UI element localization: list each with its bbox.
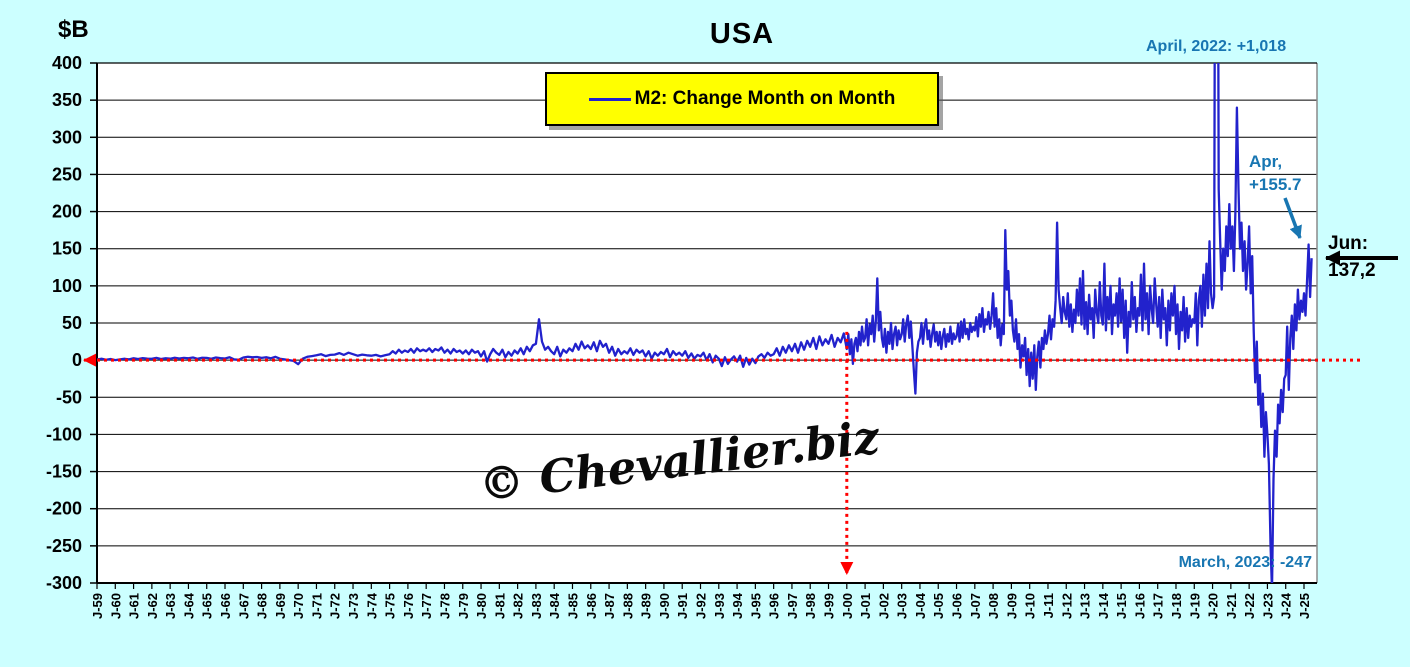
legend-line-sample-icon bbox=[588, 97, 631, 101]
x-tick-label: J-93 bbox=[712, 593, 727, 619]
x-tick-label: J-71 bbox=[309, 593, 324, 619]
y-tick-label: 350 bbox=[52, 90, 82, 110]
x-tick-label: J-82 bbox=[511, 593, 526, 619]
x-tick-label: J-76 bbox=[401, 593, 416, 619]
x-tick-label: J-18 bbox=[1169, 593, 1184, 619]
x-tick-label: J-77 bbox=[419, 593, 434, 619]
x-tick-label: J-25 bbox=[1297, 593, 1312, 619]
x-tick-label: J-99 bbox=[822, 593, 837, 619]
x-tick-label: J-13 bbox=[1078, 593, 1093, 619]
x-tick-label: J-23 bbox=[1260, 593, 1275, 619]
m2-series-line bbox=[97, 63, 1313, 583]
x-tick-label: J-85 bbox=[565, 593, 580, 619]
x-tick-label: J-07 bbox=[968, 593, 983, 619]
x-tick-label: J-72 bbox=[328, 593, 343, 619]
x-tick-label: J-24 bbox=[1279, 592, 1294, 619]
x-tick-label: J-75 bbox=[383, 593, 398, 619]
x-tick-label: J-67 bbox=[236, 593, 251, 619]
y-tick-label: -50 bbox=[56, 387, 82, 407]
annotation-apr-2025: Apr, +155.7 bbox=[1249, 150, 1301, 196]
y-tick-label: -300 bbox=[46, 573, 82, 593]
x-tick-label: J-19 bbox=[1187, 593, 1202, 619]
y-tick-label: -100 bbox=[46, 424, 82, 444]
annotation-peak-april-2022: April, 2022: +1,018 bbox=[1146, 38, 1287, 55]
y-tick-label: -250 bbox=[46, 536, 82, 556]
x-tick-label: J-60 bbox=[108, 593, 123, 619]
y-tick-label: 150 bbox=[52, 239, 82, 259]
x-tick-label: J-70 bbox=[291, 593, 306, 619]
x-tick-label: J-92 bbox=[694, 593, 709, 619]
x-tick-label: J-14 bbox=[1096, 592, 1111, 619]
x-tick-label: J-68 bbox=[255, 593, 270, 619]
x-tick-label: J-74 bbox=[364, 592, 379, 619]
chart-title: USA bbox=[709, 18, 775, 50]
y-tick-label: 200 bbox=[52, 202, 82, 222]
x-tick-label: J-05 bbox=[931, 593, 946, 619]
y-tick-label: -200 bbox=[46, 499, 82, 519]
x-tick-label: J-61 bbox=[127, 593, 142, 619]
apr-annotation-arrow bbox=[1283, 197, 1302, 239]
x-tick-label: J-95 bbox=[748, 593, 763, 619]
x-tick-label: J-00 bbox=[840, 593, 855, 619]
x-tick-label: J-98 bbox=[803, 593, 818, 619]
x-tick-label: J-59 bbox=[90, 593, 105, 619]
legend-box: M2: Change Month on Month bbox=[545, 72, 939, 126]
y-axis-unit-label: $B bbox=[58, 16, 89, 43]
x-tick-label: J-79 bbox=[456, 593, 471, 619]
x-tick-label: J-66 bbox=[218, 593, 233, 619]
y-tick-label: 100 bbox=[52, 276, 82, 296]
x-tick-label: J-97 bbox=[785, 593, 800, 619]
x-tick-label: J-62 bbox=[145, 593, 160, 619]
annotation-trough-march-2023: March, 2023: -247 bbox=[1178, 554, 1312, 571]
x-tick-label: J-83 bbox=[529, 593, 544, 619]
y-tick-label: 50 bbox=[62, 313, 82, 333]
x-tick-label: J-96 bbox=[767, 593, 782, 619]
x-tick-label: J-69 bbox=[273, 593, 288, 619]
x-tick-label: J-15 bbox=[1114, 593, 1129, 619]
y-tick-label: 0 bbox=[72, 350, 82, 370]
x-tick-label: J-86 bbox=[584, 593, 599, 619]
y-tick-label: 300 bbox=[52, 127, 82, 147]
x-tick-label: J-65 bbox=[200, 593, 215, 619]
x-tick-label: J-10 bbox=[1023, 593, 1038, 619]
y-tick-label: 250 bbox=[52, 164, 82, 184]
x-tick-label: J-02 bbox=[876, 593, 891, 619]
annotation-jun-value: 137,2 bbox=[1328, 260, 1376, 281]
x-tick-label: J-78 bbox=[437, 593, 452, 619]
x-tick-label: J-22 bbox=[1242, 593, 1257, 619]
x-tick-label: J-17 bbox=[1151, 593, 1166, 619]
x-tick-label: J-90 bbox=[657, 593, 672, 619]
x-tick-label: J-01 bbox=[858, 593, 873, 619]
legend-series-label: M2: Change Month on Month bbox=[634, 88, 896, 109]
y-tick-label: -150 bbox=[46, 462, 82, 482]
annotation-apr-line1: Apr, bbox=[1249, 152, 1283, 171]
x-tick-label: J-03 bbox=[895, 593, 910, 619]
y-tick-label: 400 bbox=[52, 53, 82, 73]
x-tick-label: J-73 bbox=[346, 593, 361, 619]
x-tick-label: J-06 bbox=[950, 593, 965, 619]
x-tick-label: J-84 bbox=[547, 592, 562, 619]
x-tick-label: J-08 bbox=[986, 593, 1001, 619]
x-tick-label: J-80 bbox=[474, 593, 489, 619]
x-tick-label: J-81 bbox=[492, 593, 507, 619]
annotation-apr-line2: +155.7 bbox=[1249, 175, 1302, 194]
x-tick-label: J-09 bbox=[1004, 593, 1019, 619]
x-tick-label: J-88 bbox=[620, 593, 635, 619]
x-tick-label: J-16 bbox=[1132, 593, 1147, 619]
x-tick-label: J-12 bbox=[1059, 593, 1074, 619]
annotation-jun-label: Jun: bbox=[1328, 233, 1369, 254]
x-tick-label: J-64 bbox=[181, 592, 196, 619]
x-tick-label: J-21 bbox=[1224, 593, 1239, 619]
x-tick-label: J-63 bbox=[163, 593, 178, 619]
x-tick-label: J-94 bbox=[730, 592, 745, 619]
x-tick-label: J-11 bbox=[1041, 593, 1056, 618]
x-tick-label: J-89 bbox=[639, 593, 654, 619]
x-tick-label: J-91 bbox=[675, 593, 690, 619]
x-tick-label: J-04 bbox=[913, 592, 928, 619]
x-tick-label: J-87 bbox=[602, 593, 617, 619]
x-tick-label: J-20 bbox=[1206, 593, 1221, 619]
